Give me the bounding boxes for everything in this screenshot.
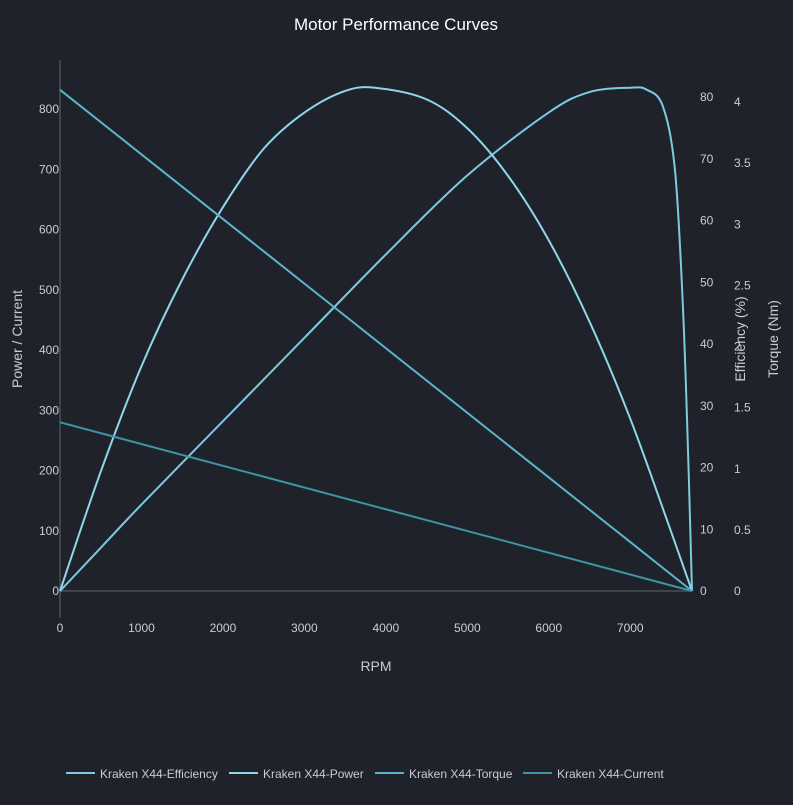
series-line-kraken-x44-power <box>59 86 693 592</box>
y-left-tick-label: 800 <box>39 102 59 116</box>
x-tick-label: 6000 <box>535 621 562 635</box>
y-torque-tick-label: 1 <box>734 462 741 476</box>
x-tick-label: 5000 <box>454 621 481 635</box>
series-line-kraken-x44-torque <box>59 88 693 592</box>
legend-label: Kraken X44-Efficiency <box>100 767 218 781</box>
x-tick-label: 1000 <box>128 621 155 635</box>
y-torque-tick-label: 4 <box>734 95 741 109</box>
x-axis-title: RPM <box>360 658 391 674</box>
y-torque-axis-title: Torque (Nm) <box>765 300 781 378</box>
y-left-tick-label: 100 <box>39 524 59 538</box>
y-left-tick-labels: 0 100 200 300 400 500 600 700 800 <box>39 102 59 598</box>
y-efficiency-tick-label: 10 <box>700 522 714 536</box>
y-left-axis-title: Power / Current <box>9 290 25 388</box>
y-efficiency-tick-label: 0 <box>700 584 707 598</box>
y-left-tick-label: 200 <box>39 464 59 478</box>
y-efficiency-tick-label: 50 <box>700 275 714 289</box>
x-tick-label: 2000 <box>210 621 237 635</box>
legend: Kraken X44-Efficiency Kraken X44-Power Kra… <box>66 767 664 781</box>
y-torque-tick-label: 0.5 <box>734 523 751 537</box>
y-torque-tick-label: 2 <box>734 340 741 354</box>
y-torque-tick-labels: 0 0.5 1 1.5 2 2.5 3 3.5 4 <box>734 95 751 598</box>
y-efficiency-tick-label: 60 <box>700 214 714 228</box>
y-efficiency-tick-label: 40 <box>700 337 714 351</box>
y-efficiency-tick-label: 20 <box>700 461 714 475</box>
y-left-tick-label: 400 <box>39 343 59 357</box>
y-efficiency-axis-title: Efficiency (%) <box>732 296 748 381</box>
y-left-tick-label: 0 <box>52 584 59 598</box>
y-efficiency-tick-labels: 0 10 20 30 40 50 60 70 80 <box>700 90 714 598</box>
y-torque-tick-label: 1.5 <box>734 401 751 415</box>
x-tick-label: 4000 <box>373 621 400 635</box>
x-tick-labels: 0 1000 2000 3000 4000 5000 6000 7000 <box>57 621 644 635</box>
y-left-tick-label: 300 <box>39 403 59 417</box>
y-left-tick-label: 600 <box>39 223 59 237</box>
y-torque-tick-label: 3.5 <box>734 156 751 170</box>
series-line-kraken-x44-efficiency <box>59 86 693 592</box>
y-efficiency-tick-label: 80 <box>700 90 714 104</box>
legend-label: Kraken X44-Torque <box>409 767 513 781</box>
y-left-tick-label: 700 <box>39 162 59 176</box>
series-lines <box>59 86 693 592</box>
y-efficiency-tick-label: 30 <box>700 399 714 413</box>
y-torque-tick-label: 0 <box>734 584 741 598</box>
y-torque-tick-label: 2.5 <box>734 278 751 292</box>
y-efficiency-tick-label: 70 <box>700 152 714 166</box>
y-left-tick-label: 500 <box>39 283 59 297</box>
chart-title: Motor Performance Curves <box>294 15 498 34</box>
legend-label: Kraken X44-Current <box>557 767 664 781</box>
legend-label: Kraken X44-Power <box>263 767 364 781</box>
y-torque-tick-label: 3 <box>734 217 741 231</box>
x-tick-label: 3000 <box>291 621 318 635</box>
series-line-kraken-x44-current <box>59 421 693 592</box>
x-tick-label: 0 <box>57 621 64 635</box>
x-tick-label: 7000 <box>617 621 644 635</box>
